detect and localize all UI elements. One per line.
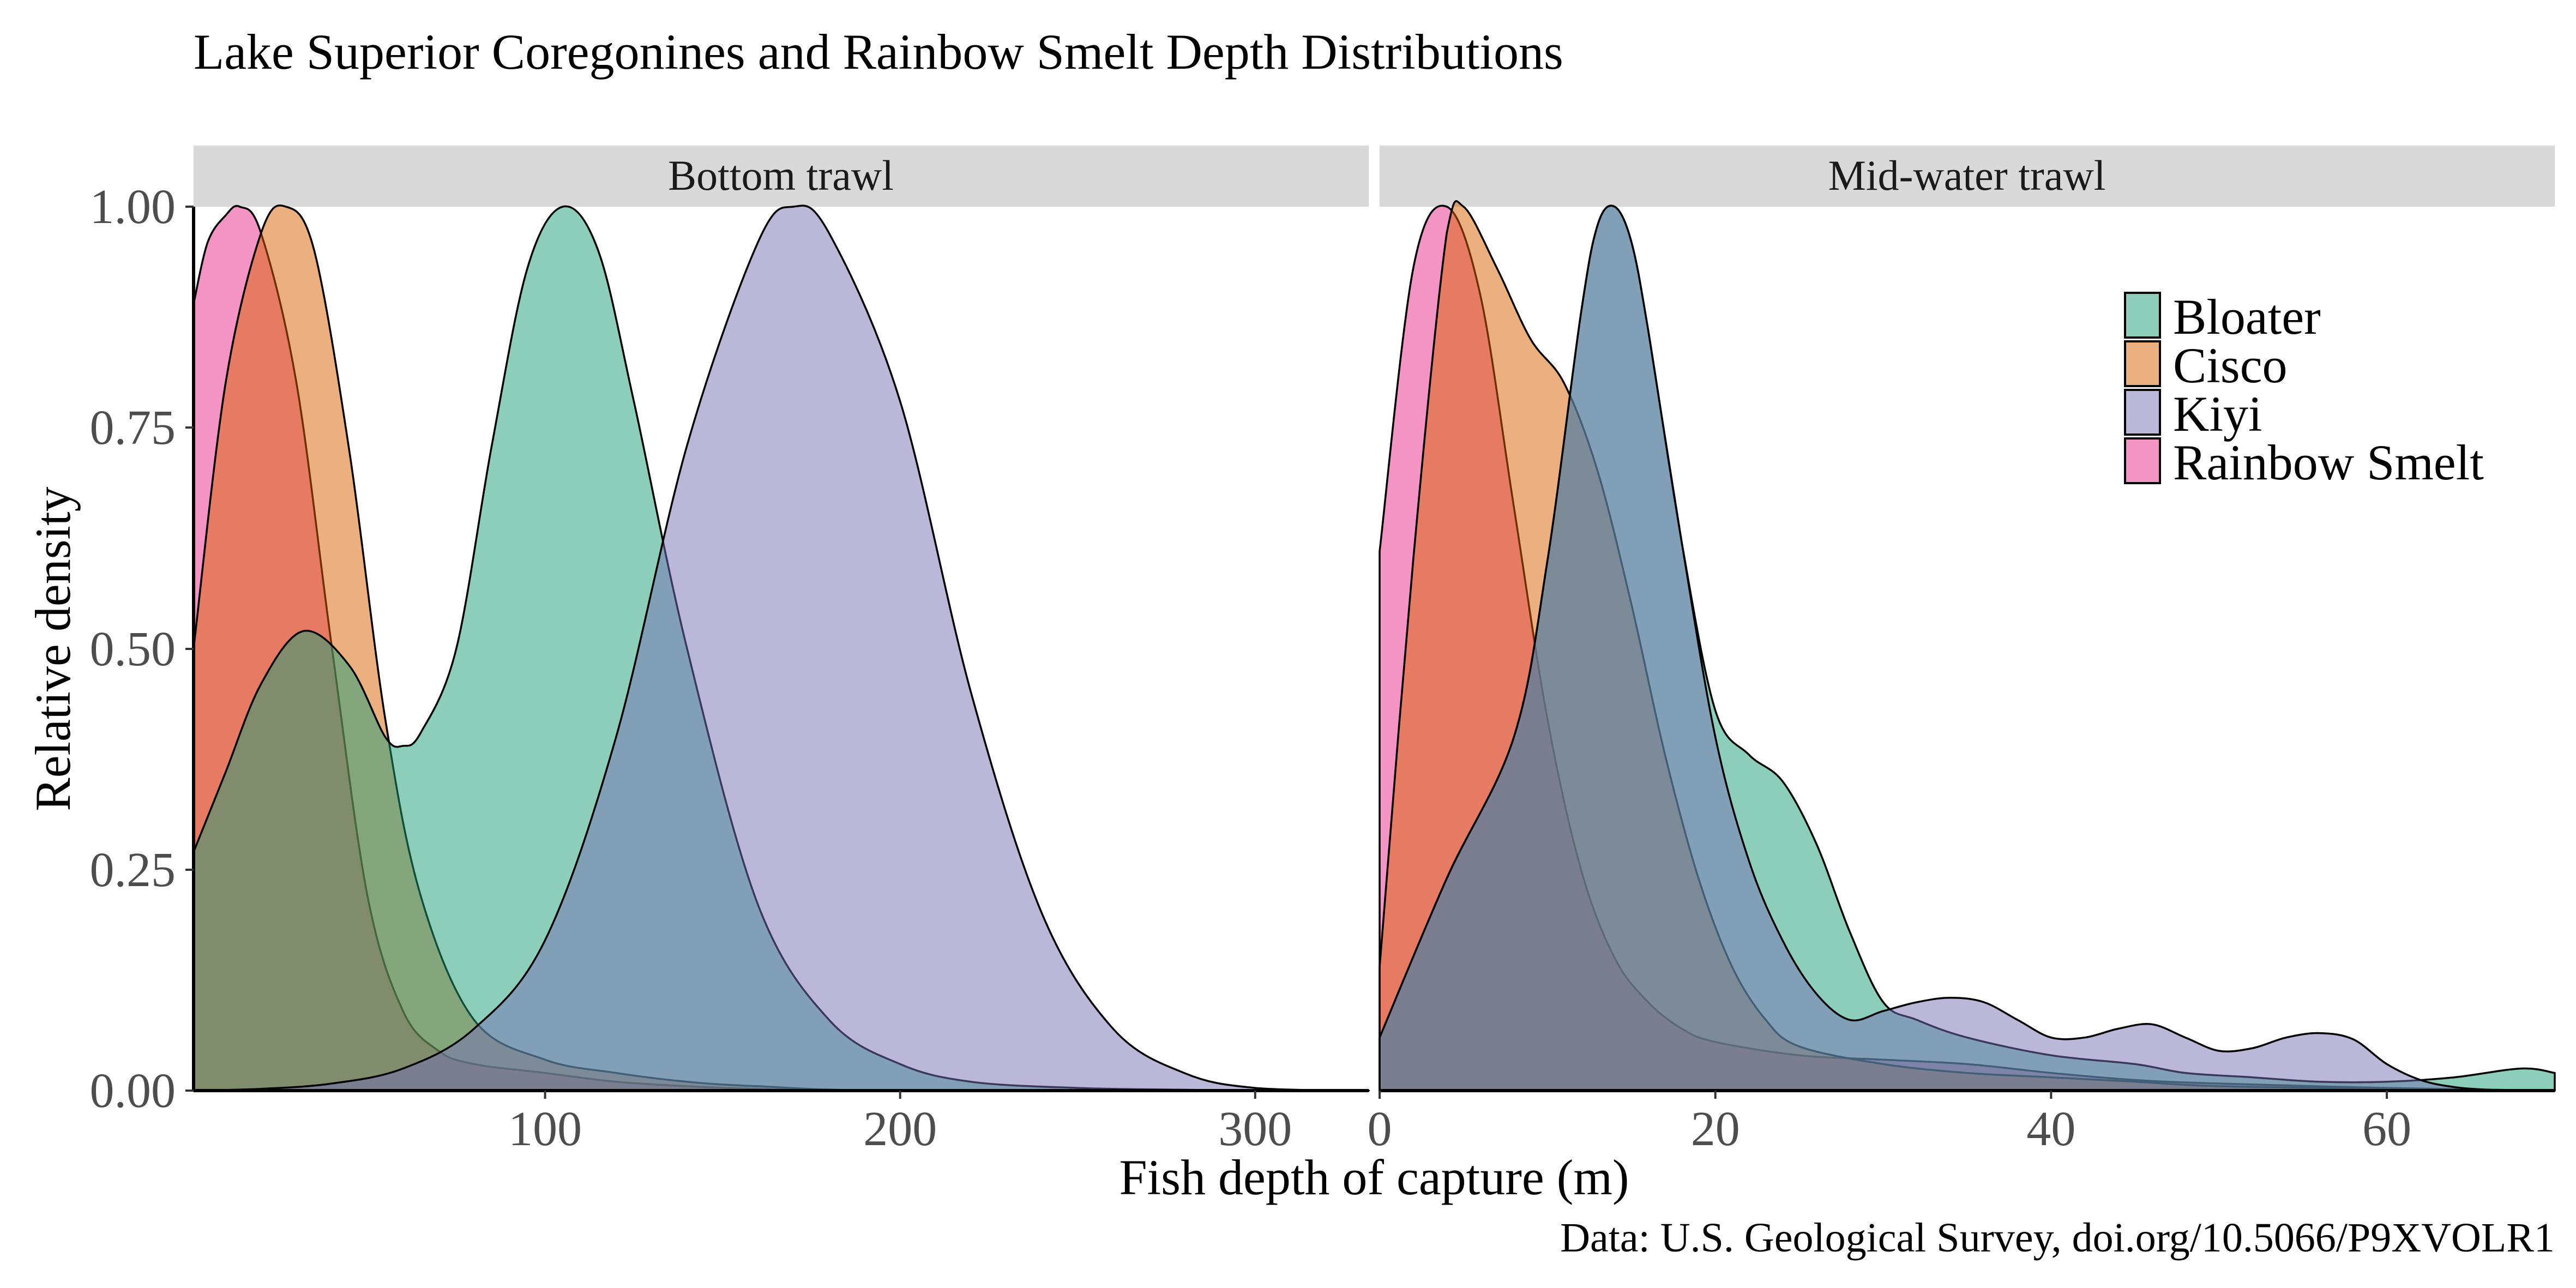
y-tick-label: 0.75 (90, 401, 176, 455)
facet-strip-bottom-trawl (194, 146, 1369, 207)
legend-label-bloater: Bloater (2173, 289, 2321, 345)
x-tick-label: 300 (1218, 1102, 1292, 1156)
legend-item-bloater: Bloater (2124, 289, 2321, 345)
legend-key-rainbow-smelt (2124, 437, 2161, 484)
density-area-kiyi (192, 204, 1370, 1092)
data-source-caption: Data: U.S. Geological Survey, doi.org/10… (1560, 1215, 2555, 1261)
legend-item-rainbow-smelt: Rainbow Smelt (2124, 435, 2484, 490)
y-tick-label: 1.00 (90, 180, 176, 234)
x-axis-bottom-trawl: 100 200 300 (508, 1091, 1292, 1156)
y-axis: 0.00 0.25 0.50 0.75 1.00 (90, 180, 194, 1118)
legend-key-bloater (2124, 292, 2161, 339)
facet-label-bottom-trawl: Bottom trawl (668, 152, 894, 199)
panel-mid-water-trawl (1379, 200, 2556, 1092)
legend-label-rainbow-smelt: Rainbow Smelt (2173, 435, 2484, 490)
x-tick-label: 40 (2026, 1102, 2075, 1156)
facet-label-mid-water-trawl: Mid-water trawl (1828, 152, 2106, 199)
legend: Bloater Cisco Kiyi Rainbow Smelt (2124, 289, 2484, 490)
facet-strip-mid-water-trawl (1380, 146, 2555, 207)
x-tick-label: 0 (1368, 1102, 1392, 1156)
x-tick-label: 200 (863, 1102, 937, 1156)
x-tick-label: 60 (2362, 1102, 2411, 1156)
y-tick-label: 0.00 (90, 1064, 176, 1118)
chart-title: Lake Superior Coregonines and Rainbow Sm… (194, 24, 1563, 80)
legend-label-kiyi: Kiyi (2173, 386, 2262, 442)
legend-item-cisco: Cisco (2124, 338, 2288, 393)
y-tick-label: 0.50 (90, 622, 176, 676)
x-tick-label: 100 (508, 1102, 582, 1156)
legend-key-kiyi (2124, 389, 2161, 436)
legend-label-cisco: Cisco (2173, 338, 2288, 393)
x-axis-title: Fish depth of capture (m) (1119, 1149, 1629, 1205)
density-area-kiyi (1379, 204, 2556, 1092)
x-axis-mid-water-trawl: 0 20 40 60 (1368, 1091, 2411, 1156)
x-tick-label: 20 (1691, 1102, 1740, 1156)
y-tick-label: 0.25 (90, 843, 176, 897)
legend-item-kiyi: Kiyi (2124, 386, 2262, 442)
legend-key-cisco (2124, 340, 2161, 387)
y-axis-title: Relative density (25, 486, 81, 811)
